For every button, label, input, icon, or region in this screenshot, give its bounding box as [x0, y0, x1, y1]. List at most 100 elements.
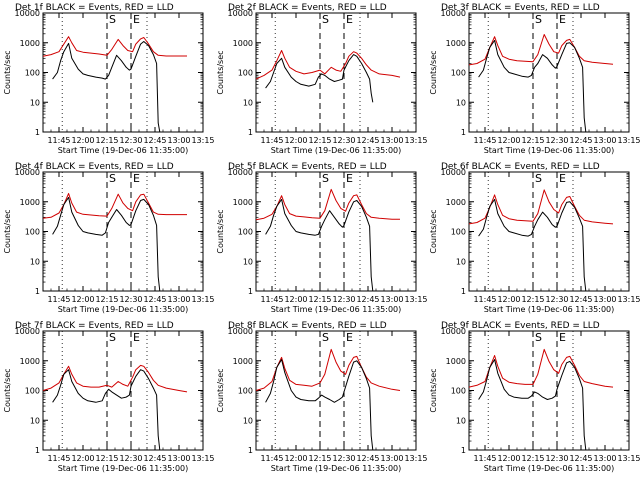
lld-series-line — [468, 189, 614, 225]
x-tick-label: 12:00 — [284, 295, 307, 304]
marker-label: S — [535, 13, 542, 26]
panel-title: Det 2f BLACK = Events, RED = LLD — [228, 3, 387, 13]
y-tick-label: 10 — [243, 416, 253, 425]
x-tick-label: 12:45 — [356, 136, 379, 145]
y-tick-label: 1000 — [233, 39, 253, 48]
y-tick-label: 10000 — [441, 168, 466, 177]
x-tick-label: 12:00 — [71, 136, 94, 145]
y-tick-label: 1000 — [20, 198, 40, 207]
y-tick-label: 1 — [35, 128, 40, 137]
y-axis-label: Counts/sec — [429, 209, 438, 253]
x-tick-label: 13:00 — [593, 295, 616, 304]
y-tick-label: 10000 — [15, 9, 40, 18]
x-tick-label: 12:00 — [497, 136, 520, 145]
y-tick-label: 10 — [243, 98, 253, 107]
x-tick-label: 13:00 — [593, 454, 616, 463]
x-axis-label: Start Time (19-Dec-06 11:35:00) — [58, 146, 189, 155]
x-tick-label: 13:15 — [191, 295, 214, 304]
y-tick-label: 10000 — [441, 327, 466, 336]
panel-title: Det 3f BLACK = Events, RED = LLD — [441, 3, 600, 13]
events-series-line — [265, 54, 374, 103]
y-axis-label: Counts/sec — [216, 368, 225, 412]
lld-series-line — [468, 34, 614, 66]
x-tick-label: 12:30 — [332, 454, 355, 463]
panel-title: Det 4f BLACK = Events, RED = LLD — [15, 162, 174, 172]
y-tick-label: 1000 — [446, 357, 466, 366]
x-tick-label: 13:15 — [617, 295, 640, 304]
y-tick-label: 1 — [248, 128, 253, 137]
x-tick-label: 13:15 — [617, 136, 640, 145]
marker-label: S — [109, 172, 116, 185]
x-tick-label: 13:00 — [167, 136, 190, 145]
y-tick-label: 10000 — [441, 9, 466, 18]
x-tick-label: 12:15 — [95, 295, 118, 304]
y-tick-label: 1 — [461, 128, 466, 137]
events-series-line — [478, 359, 587, 451]
x-tick-label: 11:45 — [47, 454, 70, 463]
panel-det-1: Det 1f BLACK = Events, RED = LLD 1 10 100 10… — [3, 3, 215, 155]
y-axis-label: Counts/sec — [429, 368, 438, 412]
x-tick-label: 12:30 — [119, 136, 142, 145]
y-tick-label: 10 — [30, 257, 40, 266]
marker-label: S — [322, 172, 329, 185]
y-tick-label: 10000 — [15, 168, 40, 177]
panel-title: Det 6f BLACK = Events, RED = LLD — [441, 162, 600, 172]
y-tick-label: 1 — [461, 287, 466, 296]
x-axis-label: Start Time (19-Dec-06 11:35:00) — [271, 464, 402, 473]
x-tick-label: 12:45 — [143, 136, 166, 145]
panel-det-7: Det 7f BLACK = Events, RED = LLD 1 10 100 10… — [3, 321, 215, 473]
lld-series-line — [468, 348, 614, 388]
x-tick-label: 12:45 — [143, 454, 166, 463]
x-tick-label: 12:00 — [71, 454, 94, 463]
x-tick-label: 12:30 — [545, 454, 568, 463]
y-axis-label: Counts/sec — [3, 209, 12, 253]
x-tick-label: 12:15 — [308, 295, 331, 304]
marker-label: E — [559, 13, 566, 26]
y-tick-label: 100 — [25, 228, 40, 237]
x-tick-label: 11:45 — [47, 295, 70, 304]
y-axis-label: Counts/sec — [216, 50, 225, 94]
panel-det-6: Det 6f BLACK = Events, RED = LLD 1 10 100 10… — [429, 162, 640, 314]
x-axis-label: Start Time (19-Dec-06 11:35:00) — [484, 305, 615, 314]
y-tick-label: 10000 — [15, 327, 40, 336]
x-tick-label: 12:45 — [569, 454, 592, 463]
x-tick-label: 13:00 — [380, 295, 403, 304]
x-tick-label: 12:45 — [569, 136, 592, 145]
panel-title: Det 1f BLACK = Events, RED = LLD — [15, 3, 174, 13]
y-tick-label: 100 — [238, 69, 253, 78]
x-axis-label: Start Time (19-Dec-06 11:35:00) — [484, 146, 615, 155]
x-tick-label: 12:00 — [497, 295, 520, 304]
lld-series-line — [255, 188, 400, 221]
x-tick-label: 12:00 — [284, 454, 307, 463]
y-tick-label: 1000 — [20, 39, 40, 48]
lld-series-line — [42, 364, 188, 393]
events-series-line — [478, 39, 587, 133]
y-tick-label: 100 — [238, 228, 253, 237]
x-tick-label: 12:30 — [119, 454, 142, 463]
x-tick-label: 12:15 — [521, 295, 544, 304]
marker-label: E — [346, 331, 353, 344]
marker-label: S — [322, 13, 329, 26]
x-tick-label: 11:45 — [260, 295, 283, 304]
y-tick-label: 10000 — [228, 327, 253, 336]
panel-title: Det 5f BLACK = Events, RED = LLD — [228, 162, 387, 172]
x-tick-label: 13:00 — [167, 454, 190, 463]
panel-title: Det 7f BLACK = Events, RED = LLD — [15, 321, 174, 331]
events-series-line — [52, 196, 161, 292]
panel-title: Det 8f BLACK = Events, RED = LLD — [228, 321, 387, 331]
y-tick-label: 10000 — [228, 9, 253, 18]
y-tick-label: 1000 — [233, 357, 253, 366]
marker-label: E — [559, 172, 566, 185]
y-tick-label: 1 — [35, 446, 40, 455]
y-axis-label: Counts/sec — [3, 50, 12, 94]
x-tick-label: 13:15 — [191, 454, 214, 463]
y-tick-label: 100 — [451, 228, 466, 237]
x-tick-label: 12:45 — [356, 295, 379, 304]
panel-det-9: Det 9f BLACK = Events, RED = LLD 1 10 100 10… — [429, 321, 640, 473]
y-tick-label: 1 — [35, 287, 40, 296]
y-tick-label: 10 — [456, 98, 466, 107]
events-series-line — [52, 369, 161, 451]
x-tick-label: 12:15 — [521, 454, 544, 463]
